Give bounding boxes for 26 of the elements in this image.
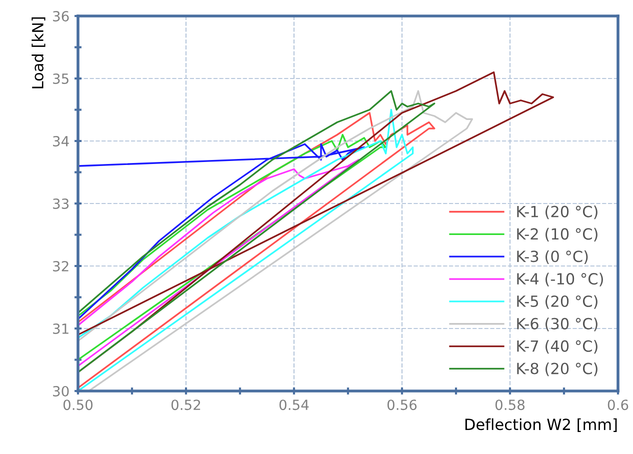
legend-label: K-5 (20 °C) <box>517 295 598 309</box>
legend-label: K-7 (40 °C) <box>517 340 598 354</box>
y-tick-label: 31 <box>53 323 68 334</box>
y-axis-title: Load [kN] <box>32 17 46 88</box>
legend-label: K-2 (10 °C) <box>517 228 598 242</box>
x-tick-label: 0.52 <box>171 400 200 410</box>
y-tick-label: 35 <box>53 73 68 84</box>
legend-label: K-1 (20 °C) <box>517 206 598 220</box>
y-tick-label: 36 <box>53 10 69 22</box>
legend-label: K-4 (-10 °C) <box>517 272 603 286</box>
x-tick-label: 0.50 <box>63 400 93 410</box>
line-series <box>78 158 360 367</box>
y-tick-label: 32 <box>53 260 68 272</box>
y-tick-label: 34 <box>53 136 69 146</box>
line-series <box>78 134 387 361</box>
line-series <box>78 143 366 320</box>
y-tick-label: 30 <box>53 386 69 396</box>
x-tick-label: 0.58 <box>495 400 525 410</box>
x-tick-label: 0.6 <box>608 400 628 410</box>
x-tick-label: 0.56 <box>387 400 417 410</box>
x-tick-label: 0.54 <box>279 400 309 410</box>
x-axis-title: Deflection W2 [mm] <box>465 418 617 432</box>
legend-label: K-3 (0 °C) <box>517 250 588 264</box>
legend-label: K-6 (30 °C) <box>517 318 598 332</box>
legend-label: K-8 (20 °C) <box>517 362 598 376</box>
y-tick-label: 33 <box>53 198 69 209</box>
